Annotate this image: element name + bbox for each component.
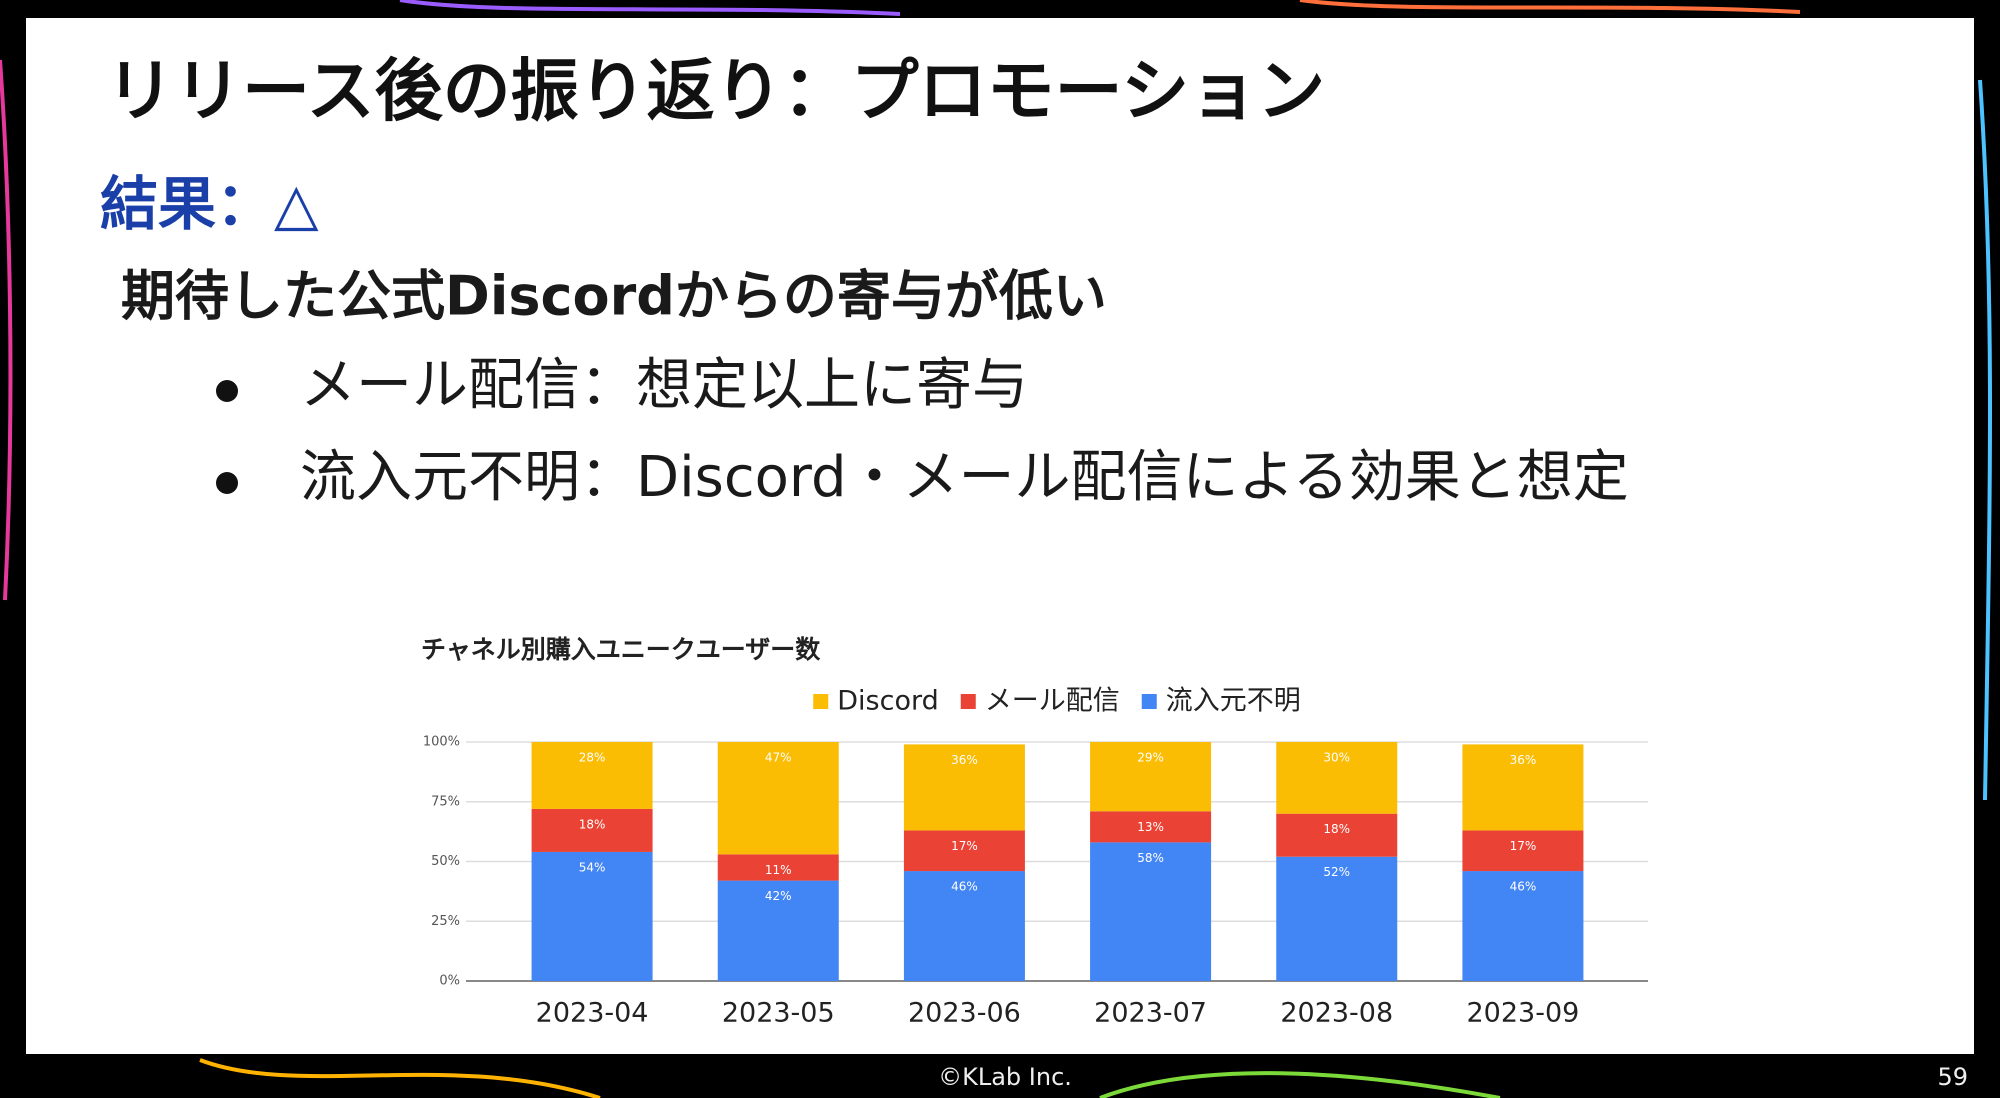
bullet: 流入元不明：Discord・メール配信による効果と想定 <box>300 445 1629 510</box>
data-label: 36% <box>951 753 978 767</box>
legend-swatch <box>1141 694 1157 709</box>
data-label: 18% <box>579 817 606 831</box>
data-label: 52% <box>1323 865 1350 879</box>
data-label: 17% <box>1510 839 1537 853</box>
bar-segment <box>717 880 839 981</box>
bar-segment <box>903 830 1025 872</box>
data-label: 47% <box>765 751 792 765</box>
doodle <box>1299 0 1801 14</box>
bar-segment <box>1276 856 1398 981</box>
y-tick-label: 100% <box>423 735 460 750</box>
doodle <box>1099 1071 1501 1098</box>
bar-segment <box>1462 744 1584 831</box>
bar-segment <box>1276 813 1398 857</box>
bar-segment <box>1090 742 1212 812</box>
y-tick-label: 25% <box>431 914 460 929</box>
data-label: 17% <box>951 839 978 853</box>
doodle <box>399 0 901 16</box>
data-label: 42% <box>765 889 792 903</box>
x-tick-label: 2023-05 <box>722 998 835 1029</box>
page-number: 59 <box>1937 1063 1968 1091</box>
y-tick-label: 75% <box>431 794 460 809</box>
bar-segment <box>1276 742 1398 814</box>
bar-segment <box>903 871 1025 981</box>
bar-segment <box>717 742 839 855</box>
bullet: メール配信：想定以上に寄与 <box>300 353 1028 418</box>
x-tick-label: 2023-06 <box>908 998 1021 1029</box>
result: 結果：△ <box>100 170 319 238</box>
x-tick-label: 2023-09 <box>1467 998 1580 1029</box>
legend-swatch <box>813 694 829 709</box>
data-label: 29% <box>1137 751 1164 765</box>
data-label: 36% <box>1510 753 1537 767</box>
data-label: 13% <box>1137 820 1164 834</box>
data-label: 58% <box>1137 851 1164 865</box>
chart-title: チャネル別購入ユニークユーザー数 <box>421 635 821 664</box>
doodle <box>0 59 13 601</box>
bar-segment <box>531 742 653 809</box>
x-tick-label: 2023-08 <box>1280 998 1393 1029</box>
y-tick-label: 0% <box>439 974 460 989</box>
x-tick-label: 2023-07 <box>1094 998 1207 1029</box>
legend-swatch <box>960 694 976 709</box>
bar-segment <box>1090 811 1212 843</box>
data-label: 46% <box>1510 880 1537 894</box>
legend-label: メール配信 <box>985 686 1120 717</box>
legend-label: 流入元不明 <box>1166 686 1301 717</box>
summary: 期待した公式Discordからの寄与が低い <box>121 265 1107 328</box>
data-label: 30% <box>1323 751 1350 765</box>
data-label: 18% <box>1323 822 1350 836</box>
data-label: 28% <box>579 751 606 765</box>
bar-segment <box>1462 830 1584 872</box>
bar-segment <box>717 854 839 881</box>
bar-segment <box>903 744 1025 831</box>
copyright: ©KLab Inc. <box>938 1063 1072 1091</box>
slide-title: リリース後の振り返り：プロモーション <box>106 53 1325 132</box>
y-tick-label: 50% <box>431 854 460 869</box>
bar-segment <box>531 851 653 981</box>
x-tick-label: 2023-04 <box>536 998 649 1029</box>
data-label: 11% <box>765 863 792 877</box>
bullet-dot <box>216 472 238 494</box>
data-label: 54% <box>579 860 606 874</box>
bar-segment <box>1090 842 1212 981</box>
legend-label: Discord <box>837 686 939 717</box>
doodle <box>199 1058 601 1098</box>
bar-segment <box>1462 871 1584 981</box>
doodle <box>1978 79 1992 801</box>
bar-segment <box>531 808 653 852</box>
bullet-dot <box>216 380 238 402</box>
data-label: 46% <box>951 880 978 894</box>
